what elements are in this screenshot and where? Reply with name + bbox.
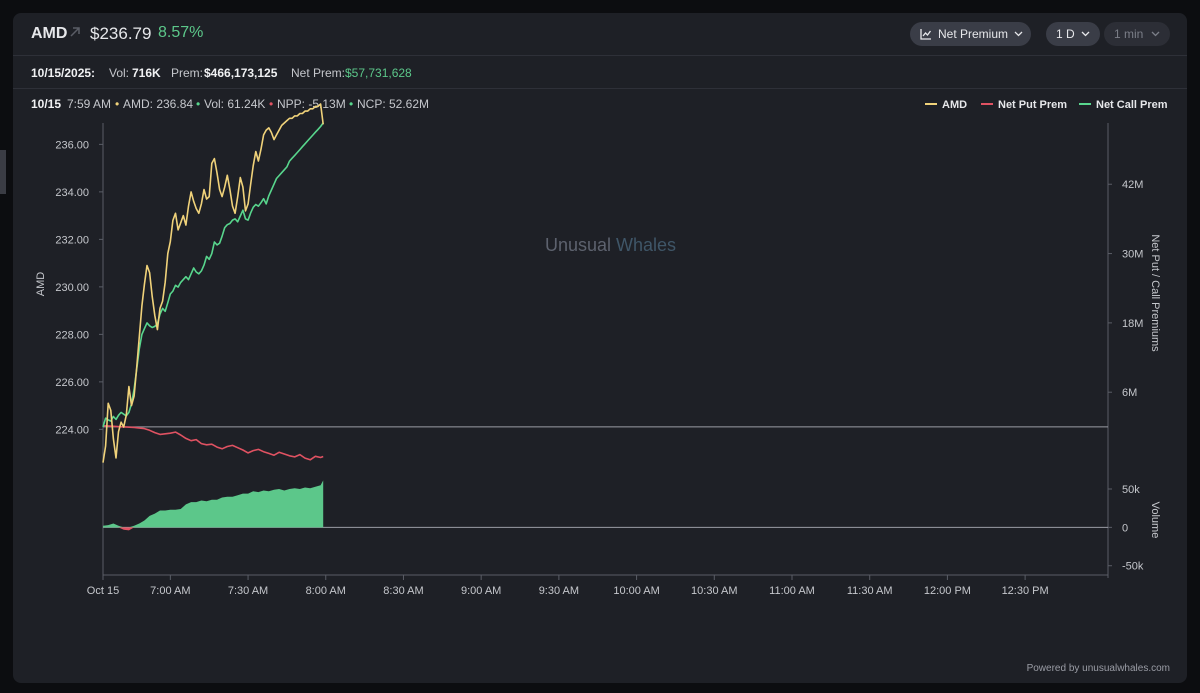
session-summary: 10/15/2025: Vol: 716K Prem: $466,173,125… [13,56,1187,89]
summary-vol-label: Vol: [109,66,130,80]
ticker-symbol[interactable]: AMD [31,25,68,42]
watermark-part1: Unusual [545,235,616,255]
left-tick-label: 224.00 [55,424,89,436]
crosshair-vol: Vol: 61.24K [204,97,266,111]
volume-tick-label: -50k [1122,561,1144,573]
volume-area-positive [103,480,324,528]
legend-entry: Net Put Prem [998,99,1067,111]
right-tick-label: 30M [1122,249,1143,261]
watermark: Unusual Whales [545,235,676,255]
crosshair-ncp: NCP: 52.62M [357,97,430,111]
x-tick-label: 8:00 AM [306,585,346,597]
interval-dropdown[interactable]: 1 min [1104,22,1170,46]
watermark-part2: Whales [616,235,676,255]
series-net-put-prem [102,424,324,461]
right-axis-title: Net Put / Call Premiums [1149,234,1161,352]
footer-credit: Powered by unusualwhales.com [1026,663,1170,674]
crosshair-amd: AMD: 236.84 [123,97,194,111]
left-tick-label: 228.00 [55,329,89,341]
summary-prem-value: $466,173,125 [204,66,278,80]
summary-prem-label: Prem: [171,66,204,80]
crosshair-date: 10/15 [31,97,62,111]
chart-type-label: Net Premium [938,27,1009,41]
last-price: $236.79 [90,24,152,43]
x-tick-label: 10:30 AM [691,585,737,597]
chevron-down-icon [1014,31,1023,37]
chart-type-dropdown[interactable]: Net Premium [910,22,1031,46]
x-tick-label: Oct 15 [87,585,119,597]
left-tick-label: 226.00 [55,377,89,389]
x-tick-label: 11:00 AM [769,585,815,597]
chart-panel: AMD $236.79 8.57% Net Premium 1 D 1 min [13,13,1187,683]
chevron-down-icon [1151,31,1160,37]
left-tick-label: 236.00 [55,139,89,151]
summary-net-prem-value: $57,731,628 [345,66,412,80]
amd-dot-icon: • [115,97,120,111]
header-bar: AMD $236.79 8.57% Net Premium 1 D 1 min [13,13,1187,56]
left-tick-label: 230.00 [55,282,89,294]
external-link-arrow-icon[interactable] [68,25,82,39]
x-tick-label: 9:30 AM [539,585,579,597]
series-net-call-prem [102,122,324,428]
npp-dot-icon: • [269,97,274,111]
volume-axis-title: Volume [1149,502,1161,539]
crosshair-npp: NPP: -5.13M [277,97,346,111]
crosshair-time: 7:59 AM [67,97,112,111]
vol-dot-icon: • [196,97,201,111]
left-tick-label: 232.00 [55,234,89,246]
legend-entry: Net Call Prem [1096,99,1168,111]
x-tick-label: 12:00 PM [924,585,971,597]
x-tick-label: 12:30 PM [1002,585,1049,597]
x-tick-label: 7:00 AM [150,585,190,597]
left-tick-label: 234.00 [55,187,89,199]
range-dropdown[interactable]: 1 D [1046,22,1100,46]
legend-entry: AMD [942,99,967,111]
volume-tick-label: 50k [1122,484,1140,496]
series-amd [102,103,324,463]
left-axis-title: AMD [35,272,47,297]
x-tick-label: 8:30 AM [383,585,423,597]
interval-label: 1 min [1114,27,1144,41]
x-tick-label: 11:30 AM [847,585,893,597]
summary-date: 10/15/2025: [31,66,96,80]
price-premium-chart[interactable]: Unusual Whales 236.00 234.00 232.00 230.00 22… [13,13,1187,653]
change-percent: 8.57% [158,24,204,41]
x-tick-label: 9:00 AM [461,585,501,597]
chevron-down-icon [1081,31,1090,37]
crosshair-readout: 10/15 7:59 AM • AMD: 236.84 • Vol: 61.24… [13,89,1187,115]
side-strip [0,150,6,194]
line-chart-icon [920,29,932,40]
volume-area-negative [103,527,324,531]
volume-tick-label: 0 [1122,522,1128,534]
summary-vol-value: 716K [132,66,161,80]
x-tick-label: 10:00 AM [613,585,659,597]
right-tick-label: 18M [1122,318,1143,330]
x-tick-label: 7:30 AM [228,585,268,597]
summary-net-prem-label: Net Prem: [291,66,346,80]
right-tick-label: 42M [1122,179,1143,191]
right-tick-label: 6M [1122,387,1137,399]
range-label: 1 D [1056,27,1075,41]
ncp-dot-icon: • [349,97,354,111]
